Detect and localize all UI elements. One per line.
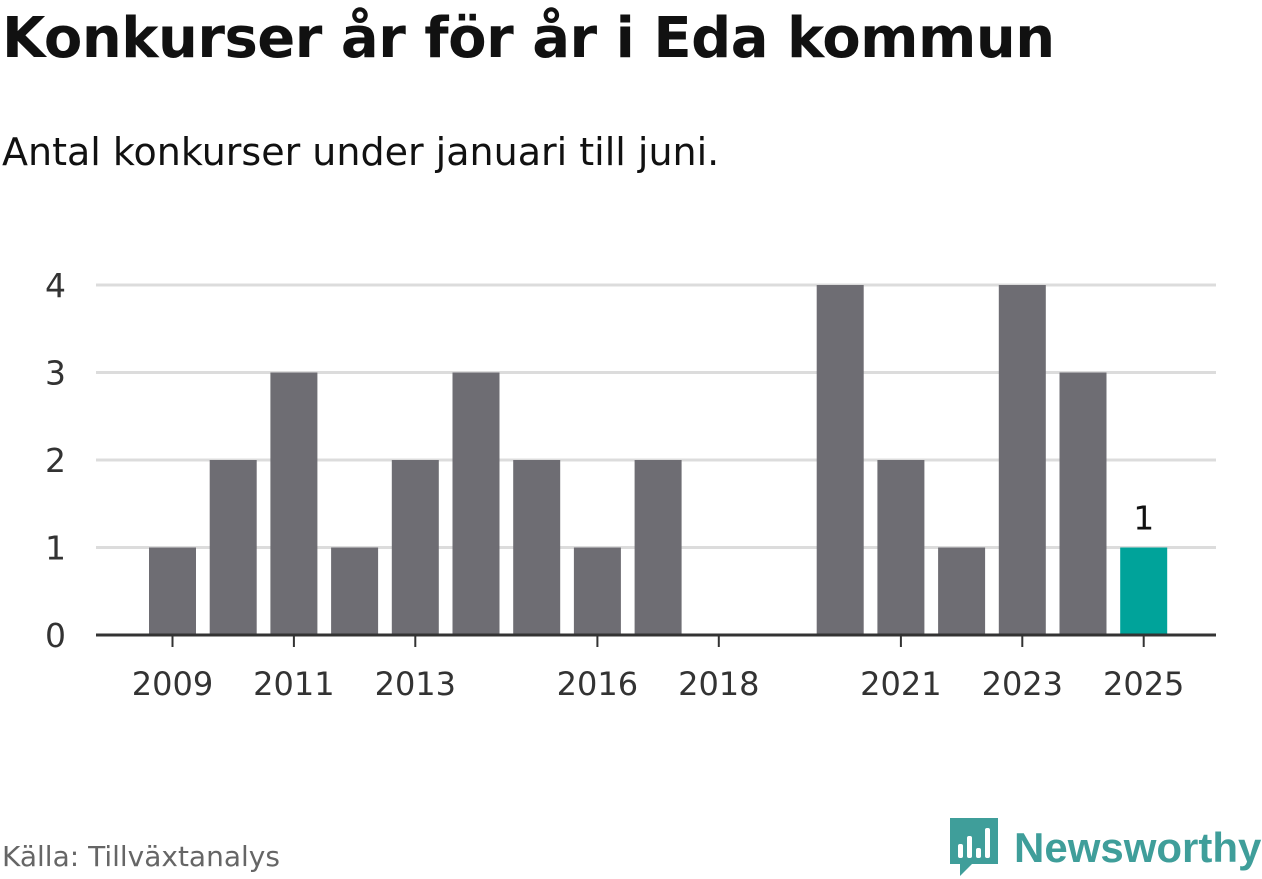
bar-2022 (938, 547, 986, 635)
x-tick-label: 2016 (557, 665, 638, 703)
x-tick-label: 2009 (132, 665, 213, 703)
bar-2012 (331, 547, 379, 635)
x-tick-label: 2011 (253, 665, 334, 703)
y-tick-label: 4 (45, 266, 66, 305)
bar-2024 (1059, 372, 1107, 635)
bar-2016 (573, 547, 621, 635)
x-tick-label: 2013 (375, 665, 456, 703)
source-note: Källa: Tillväxtanalys (2, 840, 280, 873)
bar-2013 (391, 460, 439, 635)
bars (149, 285, 1168, 635)
brand-name: Newsworthy (1014, 824, 1262, 871)
bar-2009 (149, 547, 196, 635)
bar-2015 (513, 460, 561, 635)
data-label-2025: 1 (1133, 499, 1154, 538)
y-tick-label: 2 (45, 441, 66, 480)
y-tick-label: 0 (45, 616, 66, 655)
y-tick-label: 3 (45, 354, 66, 393)
x-axis (96, 633, 1216, 647)
bar-2017 (634, 460, 682, 635)
bar-2023 (998, 285, 1046, 635)
bar-2014 (452, 372, 500, 635)
chart-subtitle: Antal konkurser under januari till juni. (2, 130, 720, 174)
bar-2021 (877, 460, 925, 635)
bar-2025 (1120, 547, 1168, 635)
bar-2010 (209, 460, 257, 635)
x-tick-label: 2023 (982, 665, 1063, 703)
brand-logo: Newsworthy (950, 818, 1261, 878)
labels: 0 1 2 3 4 2009 2011 2013 2016 2018 2021 2023 2025 1 (45, 266, 1184, 703)
x-tick-label: 2025 (1103, 665, 1184, 703)
chart-title: Konkurser år för år i Eda kommun (2, 6, 1055, 71)
y-tick-label: 1 (45, 529, 66, 568)
bar-2011 (270, 372, 318, 635)
bar-2020 (816, 285, 864, 635)
x-tick-label: 2018 (678, 665, 759, 703)
newsworthy-logo-icon (950, 818, 998, 876)
x-tick-label: 2021 (860, 665, 941, 703)
